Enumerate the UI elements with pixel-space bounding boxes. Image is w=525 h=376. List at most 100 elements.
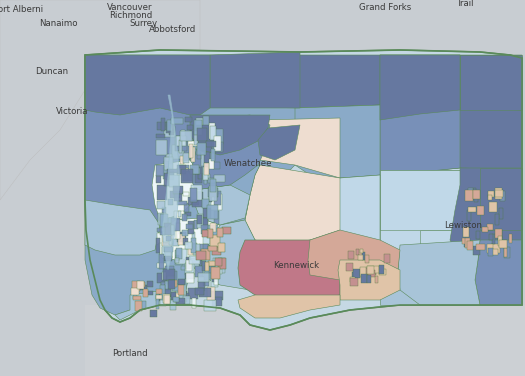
Polygon shape [197,155,202,159]
Polygon shape [133,296,141,300]
Polygon shape [379,265,384,274]
Polygon shape [238,240,340,300]
Polygon shape [468,207,476,212]
Polygon shape [176,255,180,261]
Polygon shape [164,247,173,252]
Polygon shape [198,273,209,282]
Polygon shape [352,272,356,279]
Polygon shape [195,266,203,276]
Polygon shape [489,202,497,212]
Polygon shape [215,258,222,266]
Polygon shape [204,281,209,286]
Polygon shape [360,267,366,276]
Polygon shape [160,214,169,227]
Text: Grand Forks: Grand Forks [359,3,411,12]
Polygon shape [170,240,180,246]
Polygon shape [375,276,379,284]
Polygon shape [212,227,217,239]
Polygon shape [207,264,212,278]
Text: Duncan: Duncan [36,68,69,76]
Polygon shape [380,55,460,120]
Polygon shape [184,203,189,212]
Text: Trail: Trail [457,0,475,9]
Polygon shape [155,134,164,138]
Polygon shape [207,205,218,219]
Polygon shape [208,261,216,266]
Text: Kennewick: Kennewick [273,261,319,270]
Polygon shape [198,280,205,291]
Polygon shape [210,126,216,140]
Polygon shape [180,284,186,295]
Polygon shape [295,105,522,178]
Polygon shape [362,268,367,275]
Polygon shape [165,243,172,258]
Polygon shape [203,208,211,218]
Polygon shape [353,269,361,277]
Polygon shape [192,298,196,308]
Polygon shape [361,268,366,278]
Polygon shape [139,285,147,290]
Polygon shape [193,244,200,255]
Text: Surrey: Surrey [129,18,157,27]
Polygon shape [176,136,185,146]
Polygon shape [162,206,165,221]
Polygon shape [178,234,185,244]
Text: Wenatchee: Wenatchee [224,159,272,167]
Polygon shape [166,122,174,132]
Polygon shape [167,169,178,173]
Polygon shape [211,149,215,161]
Polygon shape [295,105,380,178]
Polygon shape [373,270,376,275]
Polygon shape [164,173,170,186]
Polygon shape [196,118,203,125]
Polygon shape [211,274,218,287]
Polygon shape [0,0,95,376]
Polygon shape [183,192,188,196]
Polygon shape [176,249,187,264]
Polygon shape [205,174,210,179]
Polygon shape [197,129,207,141]
Polygon shape [163,167,169,179]
Polygon shape [169,280,176,287]
Polygon shape [132,281,140,291]
Polygon shape [207,287,215,300]
Polygon shape [487,244,493,253]
Polygon shape [185,273,194,279]
Polygon shape [160,105,310,245]
Polygon shape [467,211,471,221]
Polygon shape [214,270,218,285]
Text: Nanaimo: Nanaimo [39,20,77,29]
Polygon shape [212,297,222,306]
Polygon shape [133,293,137,299]
Polygon shape [358,255,363,260]
Polygon shape [161,285,165,300]
Polygon shape [208,177,215,183]
Polygon shape [156,185,167,200]
Polygon shape [170,129,174,135]
Polygon shape [148,281,153,287]
Polygon shape [368,266,374,274]
Polygon shape [181,170,193,183]
Polygon shape [199,288,211,297]
Polygon shape [160,297,166,306]
Polygon shape [115,290,185,320]
Polygon shape [188,197,199,205]
Polygon shape [472,190,480,199]
Polygon shape [182,169,188,181]
Polygon shape [162,235,172,246]
Polygon shape [156,294,162,299]
Polygon shape [189,256,200,264]
Polygon shape [192,147,195,162]
Polygon shape [499,208,503,218]
Polygon shape [164,256,172,261]
Polygon shape [465,238,470,248]
Polygon shape [210,52,300,108]
Polygon shape [136,281,144,289]
Polygon shape [150,310,157,317]
Polygon shape [217,228,223,237]
Polygon shape [176,248,182,259]
Polygon shape [161,282,169,296]
Polygon shape [245,165,340,245]
Polygon shape [174,211,184,219]
Polygon shape [480,168,522,230]
